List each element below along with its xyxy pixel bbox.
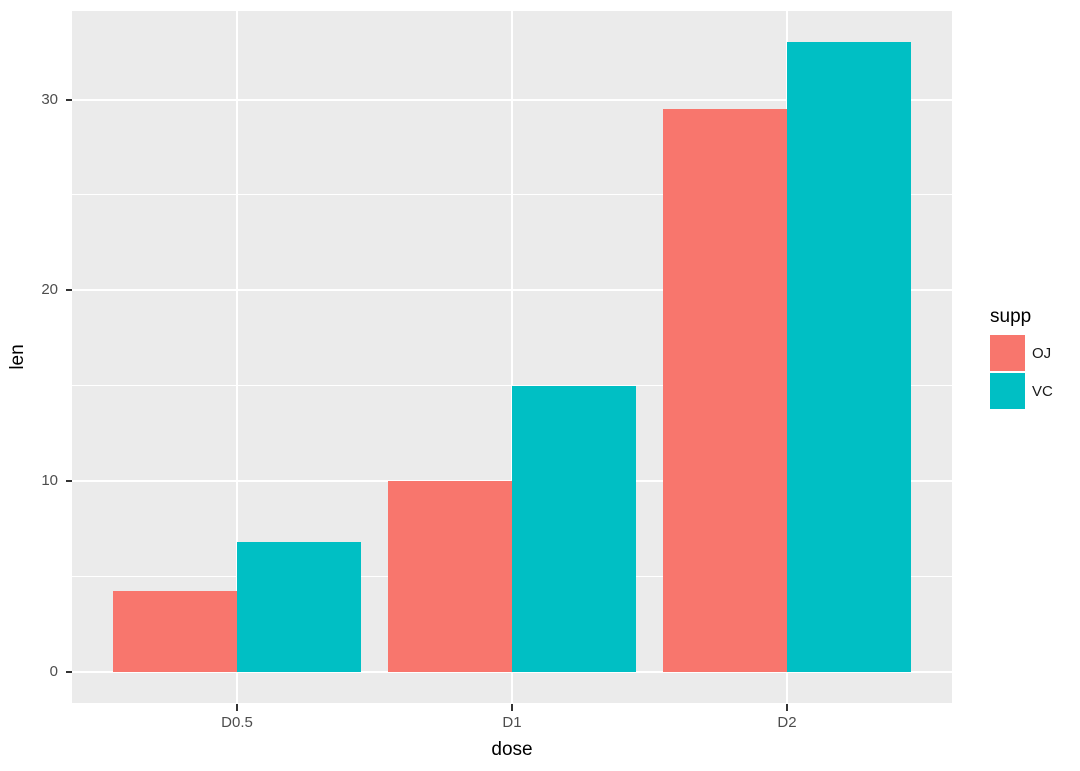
bar-vc-d2 bbox=[787, 42, 911, 672]
legend-label-vc: VC bbox=[1032, 382, 1053, 400]
legend-keys: OJ VC bbox=[990, 335, 1053, 409]
y-axis-title: len bbox=[7, 344, 28, 370]
legend-title: supp bbox=[990, 306, 1032, 327]
y-tick-label-30: 30 bbox=[41, 90, 58, 108]
gridline-major-x-d05 bbox=[236, 11, 238, 703]
y-tick-mark-10 bbox=[66, 479, 72, 482]
legend-swatch-oj bbox=[990, 335, 1025, 371]
legend-swatch-vc bbox=[990, 373, 1025, 409]
x-tick-label-d2: D2 bbox=[777, 714, 797, 731]
bar-vc-d05 bbox=[237, 541, 361, 672]
plot-panel bbox=[72, 11, 952, 703]
y-tick-label-10: 10 bbox=[41, 471, 58, 489]
bar-oj-d05 bbox=[113, 591, 237, 672]
bar-oj-d1 bbox=[388, 480, 512, 672]
x-tick-label-d1: D1 bbox=[502, 714, 522, 731]
bar-oj-d2 bbox=[663, 109, 787, 672]
y-tick-mark-0 bbox=[66, 670, 72, 673]
x-tick-mark-d2 bbox=[786, 704, 788, 711]
legend-key-vc: VC bbox=[990, 373, 1053, 409]
y-tick-label-20: 20 bbox=[41, 281, 58, 299]
x-tick-mark-d05 bbox=[236, 704, 238, 711]
legend-label-oj: OJ bbox=[1032, 344, 1052, 362]
y-tick-label-0: 0 bbox=[49, 662, 58, 680]
gridline-major-x-d1 bbox=[511, 11, 513, 703]
bar-vc-d1 bbox=[512, 385, 636, 672]
x-axis-title: dose bbox=[491, 739, 533, 760]
legend-key-oj: OJ bbox=[990, 335, 1053, 371]
legend: supp OJ VC bbox=[990, 306, 1053, 411]
x-tick-label-d05: D0.5 bbox=[221, 714, 253, 731]
x-tick-mark-d1 bbox=[511, 704, 513, 711]
y-tick-mark-30 bbox=[66, 98, 72, 101]
y-tick-mark-20 bbox=[66, 289, 72, 292]
